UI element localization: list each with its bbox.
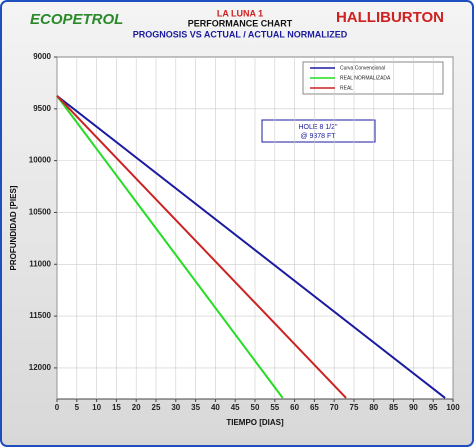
x-tick-label: 5	[75, 403, 80, 412]
subtitle: PROGNOSIS VS ACTUAL / ACTUAL NORMALIZED	[133, 29, 348, 39]
x-tick-label: 60	[290, 403, 299, 412]
logo: HALLIBURTON	[336, 9, 444, 26]
legend-label: Curva Convencional	[340, 65, 385, 71]
y-tick-label: 10500	[29, 208, 52, 217]
x-tick-label: 85	[389, 403, 398, 412]
y-tick-label: 11000	[29, 259, 51, 268]
x-tick-label: 15	[112, 403, 121, 412]
x-tick-label: 40	[211, 403, 220, 412]
x-tick-label: 55	[270, 403, 279, 412]
y-tick-label: 10000	[29, 156, 52, 165]
annotation: @ 9378 FT	[300, 133, 336, 140]
series-line	[56, 95, 284, 399]
x-tick-label: 0	[55, 403, 60, 412]
x-tick-label: 30	[171, 403, 180, 412]
annotation-box	[261, 119, 376, 143]
y-axis-label: PROFUNDIDAD [PIES]	[9, 185, 18, 270]
x-tick-label: 45	[231, 403, 240, 412]
series-line	[56, 95, 347, 399]
x-axis-label: TIEMPO [DIAS]	[226, 418, 284, 427]
x-tick-label: 35	[191, 403, 200, 412]
annotation: HOLE 8 1/2"	[298, 124, 338, 131]
y-tick-label: 12000	[29, 363, 52, 372]
x-tick-label: 25	[152, 403, 161, 412]
legend-label: REAL	[340, 85, 353, 91]
x-tick-label: 70	[330, 403, 339, 412]
y-tick-label: 11500	[29, 311, 51, 320]
series-line	[56, 95, 446, 399]
x-tick-label: 95	[429, 403, 438, 412]
y-tick-label: 9000	[33, 52, 51, 61]
x-tick-label: 90	[409, 403, 418, 412]
logo: ECOPETROL	[30, 11, 123, 28]
x-tick-label: 20	[132, 403, 141, 412]
x-tick-label: 50	[251, 403, 260, 412]
x-tick-label: 75	[350, 403, 359, 412]
x-tick-label: 80	[369, 403, 378, 412]
subtitle: PERFORMANCE CHART	[188, 18, 293, 28]
legend-label: REAL NORMALIZADA	[340, 75, 391, 81]
x-tick-label: 10	[92, 403, 101, 412]
chart-title: LA LUNA 1	[217, 8, 263, 18]
y-tick-label: 9500	[33, 104, 51, 113]
x-tick-label: 100	[446, 403, 460, 412]
x-tick-label: 65	[310, 403, 319, 412]
